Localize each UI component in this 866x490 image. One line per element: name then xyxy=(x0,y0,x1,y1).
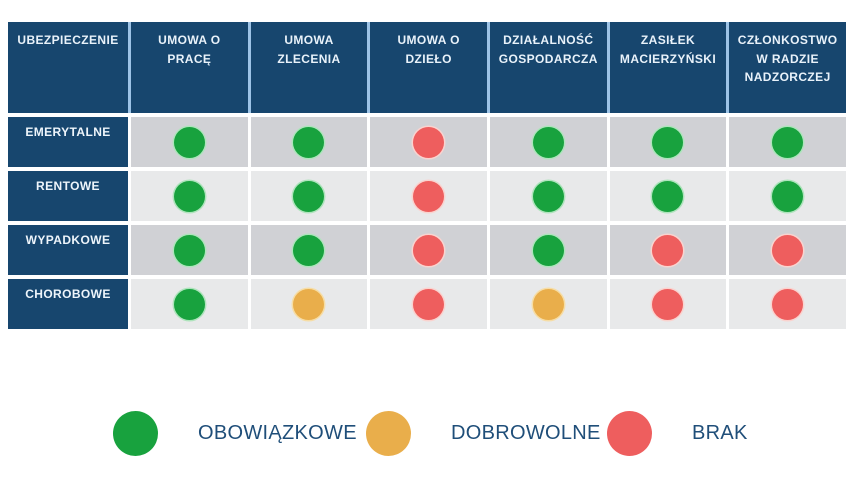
status-dot-green-icon xyxy=(293,234,325,266)
status-dot-green-icon xyxy=(652,126,684,158)
status-cell xyxy=(609,171,727,221)
status-cell xyxy=(729,225,846,275)
legend-item: DOBROWOLNE xyxy=(366,408,601,458)
status-dot-red-icon xyxy=(772,288,804,320)
status-cell xyxy=(250,279,368,329)
column-header: UMOWA O PRACĘ xyxy=(131,22,248,113)
insurance-table: UBEZPIECZENIE UMOWA O PRACĘ UMOWA ZLECENIA… xyxy=(8,22,846,329)
status-cell xyxy=(489,171,607,221)
column-header: UMOWA O DZIEŁO xyxy=(370,22,487,113)
status-dot-green-icon xyxy=(293,126,325,158)
column-header: ZASIŁEK MACIERZYŃSKI xyxy=(609,22,727,113)
status-dot-green-icon xyxy=(532,234,564,266)
status-cell xyxy=(370,279,487,329)
row-header: CHOROBOWE xyxy=(8,279,128,329)
status-cell xyxy=(250,225,368,275)
status-dot-green-icon xyxy=(532,126,564,158)
column-header-row-dimension: UBEZPIECZENIE xyxy=(8,22,128,113)
status-dot-green-icon xyxy=(772,126,804,158)
status-cell xyxy=(489,279,607,329)
status-dot-green-icon xyxy=(293,180,325,212)
status-cell xyxy=(370,225,487,275)
legend-item: OBOWIĄZKOWE xyxy=(113,408,357,458)
table-body: EMERYTALNE RENTOWE WYPADKOWE CHOROBOWE xyxy=(8,117,846,329)
status-dot-green-icon xyxy=(532,180,564,212)
status-cell xyxy=(370,117,487,167)
status-dot-red-icon xyxy=(413,234,445,266)
status-dot-green-icon xyxy=(173,234,205,266)
status-cell xyxy=(250,117,368,167)
status-dot-red-icon xyxy=(772,234,804,266)
status-cell xyxy=(131,171,248,221)
status-dot-red-icon xyxy=(652,234,684,266)
status-dot-red-icon xyxy=(413,288,445,320)
legend-label: OBOWIĄZKOWE xyxy=(198,421,357,444)
legend: OBOWIĄZKOWE DOBROWOLNE BRAK xyxy=(0,408,866,458)
status-cell xyxy=(729,279,846,329)
status-cell xyxy=(609,225,727,275)
legend-item: BRAK xyxy=(607,408,748,458)
status-cell xyxy=(729,171,846,221)
legend-label: BRAK xyxy=(692,421,748,444)
legend-dot-icon xyxy=(366,410,411,456)
row-header: EMERYTALNE xyxy=(8,117,128,167)
status-cell xyxy=(729,117,846,167)
table-header-row: UBEZPIECZENIE UMOWA O PRACĘ UMOWA ZLECENIA… xyxy=(8,22,846,113)
status-cell xyxy=(609,279,727,329)
status-dot-red-icon xyxy=(413,126,445,158)
column-header: CZŁONKOSTWO W RADZIE NADZORCZEJ xyxy=(729,22,846,113)
legend-dot-icon xyxy=(113,410,158,456)
column-header: DZIAŁALNOŚĆ GOSPODARCZA xyxy=(489,22,607,113)
row-header: RENTOWE xyxy=(8,171,128,221)
status-dot-green-icon xyxy=(173,288,205,320)
legend-dot-icon xyxy=(607,410,652,456)
legend-label: DOBROWOLNE xyxy=(451,421,601,444)
status-cell xyxy=(250,171,368,221)
status-cell xyxy=(489,225,607,275)
status-dot-green-icon xyxy=(652,180,684,212)
status-dot-yellow-icon xyxy=(293,288,325,320)
status-cell xyxy=(489,117,607,167)
status-cell xyxy=(370,171,487,221)
status-dot-red-icon xyxy=(413,180,445,212)
status-cell xyxy=(131,225,248,275)
column-header: UMOWA ZLECENIA xyxy=(250,22,368,113)
status-cell xyxy=(609,117,727,167)
status-dot-green-icon xyxy=(173,126,205,158)
status-cell xyxy=(131,279,248,329)
status-cell xyxy=(131,117,248,167)
status-dot-green-icon xyxy=(772,180,804,212)
status-dot-yellow-icon xyxy=(532,288,564,320)
row-header: WYPADKOWE xyxy=(8,225,128,275)
status-dot-green-icon xyxy=(173,180,205,212)
status-dot-red-icon xyxy=(652,288,684,320)
